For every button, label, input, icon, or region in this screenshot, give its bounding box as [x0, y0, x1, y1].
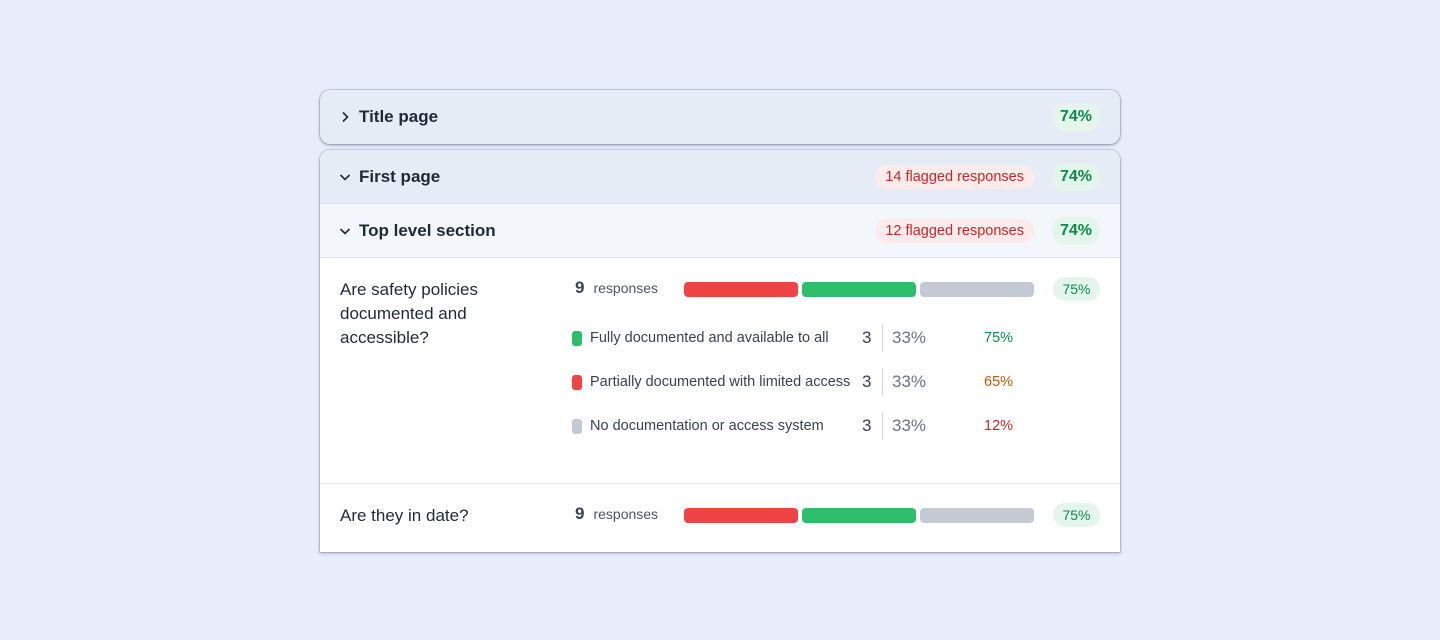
score-badge: 74%	[1051, 103, 1100, 131]
answer-option: Fully documented and available to all 3 …	[572, 324, 1032, 352]
option-percent: 33%	[892, 328, 927, 347]
swatch-grey	[572, 418, 582, 434]
option-count: 3	[862, 416, 872, 435]
page-title: Title page	[359, 107, 439, 126]
bar-segment-green	[802, 508, 916, 523]
title-page-card[interactable]: Title page 74%	[320, 90, 1120, 144]
option-count: 3	[862, 328, 872, 347]
responses-label: responses	[593, 506, 659, 522]
score-badge: 74%	[1051, 162, 1100, 191]
divider	[882, 324, 883, 352]
responses-label: responses	[593, 280, 659, 296]
question-score-badge: 75%	[1053, 277, 1100, 301]
bar-segment-red	[684, 282, 798, 297]
question-score-badge: 75%	[1053, 503, 1100, 527]
swatch-green	[572, 330, 582, 346]
bar-segment-red	[684, 508, 798, 523]
bar-segment-grey	[920, 508, 1034, 523]
option-label: Partially documented with limited access	[590, 374, 851, 390]
divider	[882, 368, 883, 396]
option-label: Fully documented and available to all	[590, 330, 829, 346]
first-page-header[interactable]: First page 14 flagged responses 74%	[320, 150, 1120, 204]
swatch-red	[572, 374, 582, 390]
question-row: Are safety policies documented and acces…	[320, 258, 1120, 484]
question-text: Are they in date?	[340, 506, 469, 525]
chevron-down-icon[interactable]	[338, 170, 352, 184]
responses-count: 9	[575, 504, 585, 523]
chevron-down-icon[interactable]	[338, 224, 352, 238]
flagged-badge: 12 flagged responses	[875, 218, 1034, 243]
option-score: 75%	[984, 330, 1014, 346]
chevron-right-icon[interactable]	[338, 110, 352, 124]
first-page-card: First page 14 flagged responses 74% Top …	[320, 150, 1120, 552]
option-score: 65%	[984, 374, 1014, 390]
page-title: First page	[359, 166, 441, 186]
option-percent: 33%	[892, 416, 927, 435]
question-text: Are safety policies documented and acces…	[340, 280, 478, 347]
score-badge: 74%	[1051, 216, 1100, 245]
bar-segment-green	[802, 282, 916, 297]
option-score: 12%	[984, 418, 1014, 434]
option-count: 3	[862, 372, 872, 391]
responses-summary: 9 responses	[575, 278, 658, 298]
option-percent: 33%	[892, 372, 927, 391]
answer-option: Partially documented with limited access…	[572, 368, 1032, 396]
flagged-badge: 14 flagged responses	[875, 164, 1034, 189]
answer-option: No documentation or access system 3 33% …	[572, 412, 1032, 440]
option-label: No documentation or access system	[590, 418, 824, 434]
inspection-report: Title page 74% First page 14 flagged res…	[320, 90, 1120, 552]
bar-segment-grey	[920, 282, 1034, 297]
section-header[interactable]: Top level section 12 flagged responses 7…	[320, 204, 1120, 258]
divider	[882, 412, 883, 440]
question-row: Are they in date? 9 responses 75%	[320, 484, 1120, 552]
responses-count: 9	[575, 278, 585, 297]
section-title: Top level section	[359, 220, 496, 240]
responses-summary: 9 responses	[575, 504, 658, 524]
